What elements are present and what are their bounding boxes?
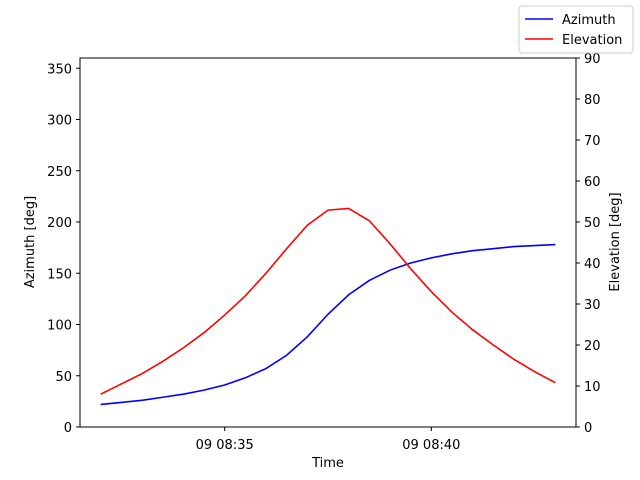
left-tick-label: 50: [55, 370, 72, 385]
right-tick-label: 20: [584, 339, 601, 354]
left-tick-label: 0: [64, 421, 72, 436]
plot-frame: [79, 57, 577, 428]
series-line-elevation: [100, 207, 556, 395]
left-tick-label: 350: [47, 62, 72, 77]
right-tick-label: 60: [584, 175, 601, 190]
left-tick-label: 300: [47, 114, 72, 129]
left-tick-label: 150: [47, 267, 72, 282]
left-tick-label: 250: [47, 165, 72, 180]
legend-entry-azimuth: Azimuth: [562, 13, 616, 28]
right-tick-label: 90: [584, 52, 601, 67]
legend: Azimuth Elevation: [518, 5, 634, 54]
plot-area-border: [79, 57, 577, 428]
series-layer: [100, 207, 556, 406]
x-tick-label: 09 08:40: [402, 438, 460, 453]
left-tick-label: 200: [47, 216, 72, 231]
x-axis-label: Time: [311, 456, 344, 471]
right-tick-label: 40: [584, 257, 601, 272]
right-y-axis-label: Elevation [deg]: [608, 192, 623, 291]
left-y-axis-label: Azimuth [deg]: [23, 196, 38, 288]
right-tick-label: 30: [584, 298, 601, 313]
left-axis-ticks: 0 50 100 150 200 250 300 350: [47, 62, 80, 436]
right-tick-label: 0: [584, 421, 592, 436]
series-line-azimuth: [100, 243, 556, 406]
legend-entry-elevation: Elevation: [562, 33, 622, 48]
left-tick-label: 100: [47, 319, 72, 334]
right-tick-label: 10: [584, 380, 601, 395]
x-axis-ticks: 09 08:35 09 08:40: [196, 427, 460, 453]
right-tick-label: 80: [584, 93, 601, 108]
right-tick-label: 50: [584, 216, 601, 231]
x-tick-label: 09 08:35: [196, 438, 254, 453]
right-tick-label: 70: [584, 134, 601, 149]
right-axis-ticks: 0 10 20 30 40 50 60 70 80 90: [576, 52, 601, 436]
legend-box: [518, 5, 634, 54]
